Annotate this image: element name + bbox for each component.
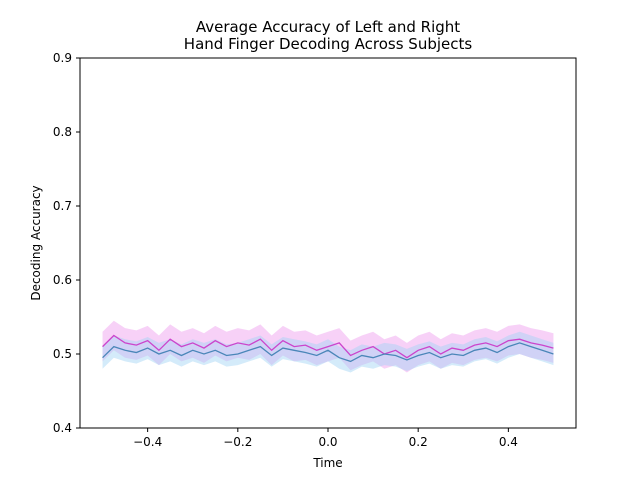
y-tick-label: 0.7: [53, 199, 72, 213]
x-tick-label: 0.2: [409, 435, 428, 449]
y-tick-label: 0.9: [53, 51, 72, 65]
x-axis-ticks: −0.4 −0.2 0.0 0.2 0.4: [133, 428, 518, 449]
chart-title-line-1: Average Accuracy of Left and Right: [196, 18, 460, 36]
series-1-line: [102, 334, 554, 359]
y-tick-label: 0.4: [53, 421, 72, 435]
x-tick-label: −0.4: [133, 435, 162, 449]
y-tick-label: 0.6: [53, 273, 72, 287]
x-tick-label: 0.0: [318, 435, 337, 449]
x-tick-label: 0.4: [499, 435, 518, 449]
series-lines: [102, 334, 554, 363]
y-axis-ticks: 0.4 0.5 0.6 0.7 0.8 0.9: [53, 51, 80, 435]
y-tick-label: 0.5: [53, 347, 72, 361]
series-2-line: [102, 342, 554, 363]
y-tick-label: 0.8: [53, 125, 72, 139]
y-axis-label: Decoding Accuracy: [29, 185, 43, 300]
chart-title-line-2: Hand Finger Decoding Across Subjects: [184, 35, 473, 53]
x-axis-label: Time: [312, 456, 342, 470]
series-2-band: [102, 331, 554, 373]
x-tick-label: −0.2: [223, 435, 252, 449]
